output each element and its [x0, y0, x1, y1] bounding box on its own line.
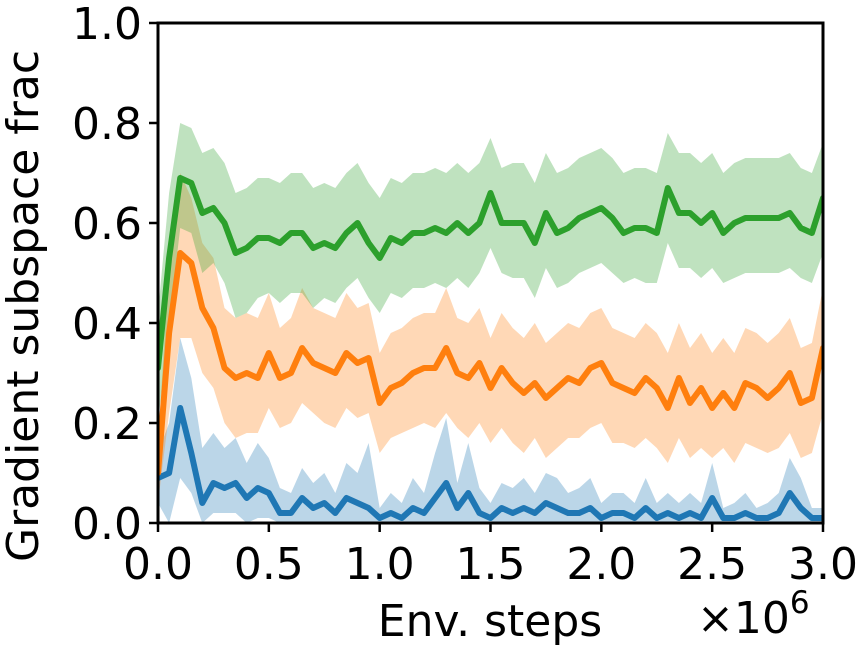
- confidence-band-3: [158, 123, 823, 423]
- x-tick-label: 1.0: [345, 539, 415, 590]
- confidence-band-2: [158, 173, 823, 503]
- x-tick-label: 1.5: [456, 539, 526, 590]
- series-lines: [158, 175, 823, 521]
- x-axis-label: Env. steps: [378, 596, 602, 647]
- x-axis-multiplier-exponent: 6: [790, 585, 810, 621]
- y-tick-label: 0.2: [72, 399, 142, 450]
- x-axis-ticks: 0.0 0.5 1.0 1.5 2.0 2.5 3.0: [123, 523, 858, 590]
- x-tick-label: 2.0: [566, 539, 636, 590]
- y-tick-label: 1.0: [72, 0, 142, 50]
- y-axis-ticks: 0.0 0.2 0.4 0.6 0.8 1.0: [72, 0, 158, 550]
- confidence-band-1: [158, 338, 823, 523]
- x-axis-multiplier-base: ×10: [697, 593, 790, 644]
- y-axis-label: Gradient subspace frac: [0, 50, 49, 562]
- confidence-bands: [158, 123, 823, 523]
- x-tick-label: 0.0: [123, 539, 193, 590]
- series-line-3: [158, 175, 823, 371]
- y-tick-label: 0.6: [72, 199, 142, 250]
- series-line-1: [158, 405, 823, 521]
- x-tick-label: 2.5: [677, 539, 747, 590]
- x-axis-multiplier: ×106: [697, 585, 810, 644]
- x-tick-label: 3.0: [788, 539, 858, 590]
- x-tick-label: 0.5: [234, 539, 304, 590]
- y-tick-label: 0.0: [72, 499, 142, 550]
- series-line-2: [158, 250, 823, 476]
- y-tick-label: 0.4: [72, 299, 142, 350]
- y-tick-label: 0.8: [72, 99, 142, 150]
